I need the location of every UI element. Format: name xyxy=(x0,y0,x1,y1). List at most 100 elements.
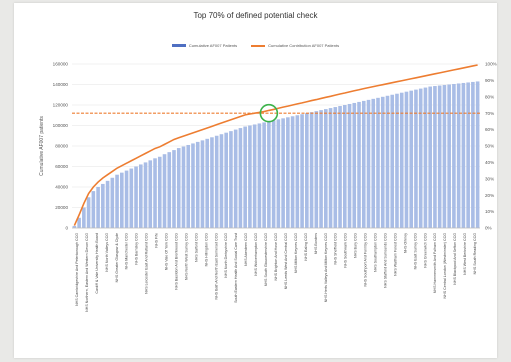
bar xyxy=(404,91,409,228)
x-tick-label: NHS Bury CCG xyxy=(354,233,358,258)
bar xyxy=(167,152,172,228)
bar xyxy=(281,118,285,228)
y2-tick-label: 60% xyxy=(485,127,494,132)
x-tick-label: NHS Herts Valleys And Milton Keynes CCG xyxy=(324,233,328,302)
x-tick-label: NHS North Derbyshire CCG xyxy=(224,233,228,278)
bar xyxy=(433,86,437,228)
x-tick-label: NHS Wolverhampton CCG xyxy=(254,233,258,276)
y2-tick-label: 30% xyxy=(485,176,494,181)
x-tick-label: NHS West Berkshire CCG xyxy=(463,233,467,275)
bar xyxy=(129,168,134,228)
bar xyxy=(195,141,200,228)
bar xyxy=(324,109,328,228)
x-tick-label: NHS Northern, Eastern And Western Devon … xyxy=(85,233,89,312)
y-tick-label: 120000 xyxy=(53,103,69,108)
bar xyxy=(257,123,262,228)
bar xyxy=(447,84,451,228)
x-tick-label: NHS Barnsley CCG xyxy=(135,233,139,265)
bar xyxy=(138,164,143,228)
bar xyxy=(72,225,77,228)
y2-tick-label: 90% xyxy=(485,78,494,83)
x-tick-label: NHS Stafford And Surrounds CCG xyxy=(383,233,387,288)
bar xyxy=(347,103,352,228)
bar xyxy=(271,120,276,228)
bar xyxy=(461,82,466,229)
legend-swatch-bars xyxy=(171,44,186,47)
legend-item-line: Cumulative Contribution AF007 Patients xyxy=(251,43,339,48)
chart-title: Top 70% of defined potential check xyxy=(193,11,318,20)
y2-tick-label: 50% xyxy=(485,144,494,149)
x-tick-label: Cardiff & Vale University Health Board xyxy=(95,233,99,294)
bar xyxy=(452,83,456,228)
y-tick-label: 80000 xyxy=(55,144,68,149)
bar xyxy=(300,114,304,228)
bar xyxy=(205,138,210,228)
y-axis-title: Cumulative AF007 patients xyxy=(39,116,45,176)
bar xyxy=(105,180,110,228)
highlight-circle xyxy=(259,103,279,123)
bar xyxy=(414,89,418,228)
bar xyxy=(262,122,266,228)
bar xyxy=(153,158,157,228)
bar xyxy=(395,93,399,228)
bar xyxy=(385,95,390,229)
x-tick-label: NHS Hillingdon CCG xyxy=(204,233,208,267)
bar xyxy=(191,143,195,228)
x-tick-label: NHS Leeds West And Central CCG xyxy=(284,233,288,289)
bar xyxy=(399,92,404,228)
y-tick-label: 100000 xyxy=(53,123,69,128)
bar xyxy=(224,132,228,228)
bar xyxy=(210,137,214,228)
x-tick-label: NHS Brighton And Hove CCG xyxy=(274,233,278,281)
bar xyxy=(181,146,186,228)
bar xyxy=(309,112,314,228)
bar xyxy=(86,197,91,228)
x-tick-label: South Eastern Health And Social Care Tru… xyxy=(234,233,238,303)
x-tick-label: NHS Basildon And Brentwood CCG xyxy=(174,233,178,290)
bar xyxy=(342,105,347,228)
x-tick-label: NHS Hammersmith And Fulham CCG xyxy=(433,233,437,293)
bar xyxy=(290,116,295,228)
y2-tick-label: 80% xyxy=(485,94,494,99)
y2-tick-label: 40% xyxy=(485,160,494,165)
bar xyxy=(371,98,376,228)
bar xyxy=(276,119,281,228)
bar xyxy=(376,97,380,228)
bar xyxy=(437,85,442,229)
bar xyxy=(233,129,238,228)
y2-tick-label: 100% xyxy=(485,62,497,67)
bar xyxy=(456,83,461,228)
bar xyxy=(157,156,162,228)
x-tick-label: NHS Southport And Formby CCG xyxy=(364,233,368,287)
legend-label-line: Cumulative Contribution AF007 Patients xyxy=(268,43,340,48)
bar xyxy=(176,148,181,228)
bar xyxy=(219,134,224,228)
bar xyxy=(418,88,423,228)
bar xyxy=(214,135,219,228)
bar xyxy=(143,162,148,228)
x-tick-label: NHS Ealing CCG xyxy=(304,233,308,261)
bar xyxy=(252,124,257,228)
bar xyxy=(115,174,119,228)
bar xyxy=(286,117,290,228)
bar xyxy=(172,150,176,228)
bar xyxy=(267,121,271,228)
x-tick-label: NHS Greenwich CCG xyxy=(423,233,427,268)
x-tick-label: NHS Orkney xyxy=(403,233,407,253)
x-tick-label: NHS Bath And North East Somerset CCG xyxy=(214,233,218,300)
bar xyxy=(380,96,385,228)
x-tick-label: NHS Cambridgeshire And Peterborough CCG xyxy=(75,233,79,306)
bar xyxy=(101,183,105,228)
bar xyxy=(428,86,432,228)
bar xyxy=(366,99,371,228)
bar xyxy=(328,108,333,228)
bar xyxy=(134,166,138,228)
y-tick-label: 0 xyxy=(65,226,68,231)
bar xyxy=(96,187,100,228)
x-tick-label: NHS Aberdeen CCG xyxy=(244,233,248,266)
bar xyxy=(361,100,366,228)
bar xyxy=(77,217,81,228)
bar xyxy=(442,85,447,228)
bar xyxy=(352,102,357,228)
y2-tick-label: 0% xyxy=(485,226,492,231)
